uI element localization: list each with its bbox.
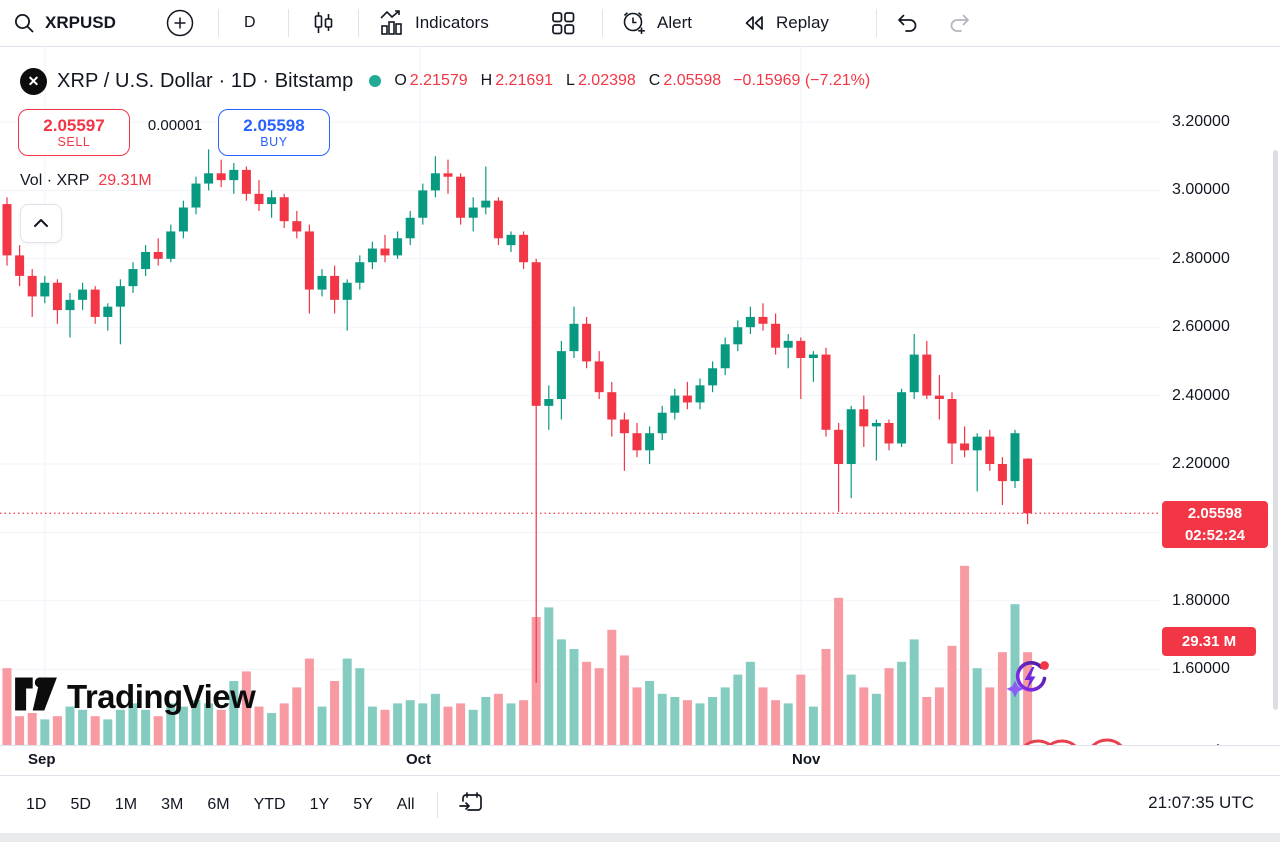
ohlc-open: O 2.21579	[394, 72, 468, 89]
range-button-1m[interactable]: 1M	[114, 796, 138, 813]
chevron-up-icon	[33, 215, 49, 233]
candlestick-style-icon	[310, 10, 336, 36]
chart-style-button[interactable]	[310, 0, 336, 46]
toolbar-divider	[358, 9, 359, 37]
range-button-3m[interactable]: 3M	[161, 796, 184, 813]
month-label-sep: Sep	[28, 751, 56, 768]
xrp-logo-icon: ✕	[20, 67, 47, 95]
interval-label: D	[244, 14, 256, 31]
compare-add-button[interactable]	[165, 0, 195, 46]
last-price-badge: 2.05598 02:52:24	[1162, 501, 1268, 548]
toolbar-divider	[876, 9, 877, 37]
volume-badge: 29.31 M	[1162, 627, 1256, 656]
price-tick-label: 2.60000	[1172, 318, 1230, 336]
range-button-5d[interactable]: 5D	[70, 796, 91, 813]
ohlc-close: C 2.05598	[648, 72, 722, 89]
ai-assistant-icon[interactable]	[1006, 656, 1052, 707]
volume-value: 29.31M	[98, 172, 152, 189]
price-tick-label: 2.80000	[1172, 249, 1230, 267]
volume-row: Vol · XRP 29.31M	[20, 172, 152, 190]
price-tick-label: 2.20000	[1172, 455, 1230, 472]
sell-label: SELL	[57, 135, 91, 150]
goto-date-button[interactable]	[448, 783, 496, 828]
last-price: 2.05598	[1187, 505, 1243, 522]
sell-button[interactable]: 2.05597 SELL	[18, 109, 130, 156]
price-tick-label: 3.20000	[1172, 113, 1230, 130]
vertical-scrollbar[interactable]	[1273, 150, 1278, 710]
watermark-text: TradingView	[67, 677, 256, 715]
month-label-oct: Oct	[406, 751, 432, 768]
range-button-5y[interactable]: 5Y	[353, 796, 373, 813]
price-tick-label: 2.40000	[1172, 386, 1230, 404]
alert-label: Alert	[657, 13, 692, 32]
search-icon	[12, 11, 36, 35]
indicators-icon	[378, 9, 406, 37]
time-axis[interactable]: Sep Oct Nov	[0, 745, 1280, 775]
range-button-ytd[interactable]: YTD	[253, 796, 286, 813]
chart-title[interactable]: XRP / U.S. Dollar · 1D · Bitstamp	[57, 69, 354, 92]
layout-grid-button[interactable]	[549, 0, 577, 46]
ohlc-high: H 2.21691	[480, 72, 554, 89]
bar-countdown: 02:52:24	[1184, 527, 1246, 544]
market-status-dot	[369, 75, 382, 87]
date-range-switcher: 1D 5D 1M 3M 6M YTD 1Y 5Y All	[14, 776, 496, 834]
symbol-header-row: ✕ XRP / U.S. Dollar · 1D · Bitstamp O 2.…	[20, 64, 870, 98]
collapse-panel-button[interactable]	[20, 204, 62, 243]
buy-label: BUY	[260, 135, 288, 150]
alert-button[interactable]: Alert	[620, 0, 692, 46]
month-label-nov: Nov	[792, 751, 821, 768]
calendar-arrow-icon	[458, 789, 486, 822]
symbol-name: XRPUSD	[45, 13, 116, 32]
undo-icon	[893, 9, 921, 37]
toolbar-divider	[218, 9, 219, 37]
spread-value: 0.00001	[147, 117, 203, 134]
bottom-toolbar: 1D 5D 1M 3M 6M YTD 1Y 5Y All 21:07:35 UTC	[0, 775, 1280, 833]
toolbar-divider	[436, 792, 438, 818]
range-button-1d[interactable]: 1D	[26, 796, 47, 813]
window-bottom-strip	[0, 833, 1280, 842]
symbol-search-button[interactable]: XRPUSD	[12, 0, 116, 46]
layout-grid-icon	[549, 9, 577, 37]
replay-icon	[741, 10, 767, 36]
range-button-6m[interactable]: 6M	[207, 796, 230, 813]
alert-clock-icon	[620, 9, 648, 37]
candlestick-chart[interactable]	[0, 47, 1160, 745]
toolbar-divider	[602, 9, 603, 37]
chart-pane: ✕ XRP / U.S. Dollar · 1D · Bitstamp O 2.…	[0, 47, 1280, 783]
buy-button[interactable]: 2.05598 BUY	[218, 109, 330, 156]
redo-button[interactable]	[946, 0, 974, 46]
indicators-button[interactable]: Indicators	[378, 0, 489, 46]
replay-button[interactable]: Replay	[741, 0, 829, 46]
price-tick-label: 1.80000	[1172, 591, 1230, 609]
tradingview-logo-icon	[14, 676, 58, 717]
redo-icon	[946, 9, 974, 37]
price-tick-label: 1.60000	[1172, 660, 1230, 678]
buy-price: 2.05598	[243, 115, 305, 135]
ohlc-change: −0.15969 (−7.21%)	[733, 72, 871, 89]
range-button-1y[interactable]: 1Y	[309, 796, 330, 813]
clock-utc[interactable]: 21:07:35 UTC	[1148, 793, 1254, 812]
sell-price: 2.05597	[43, 115, 105, 135]
interval-button[interactable]: D	[244, 0, 256, 46]
tradingview-watermark: TradingView	[14, 676, 256, 717]
indicators-label: Indicators	[415, 13, 489, 32]
price-tick-label: 3.00000	[1172, 181, 1230, 199]
volume-label: Vol · XRP	[20, 172, 90, 189]
range-button-all[interactable]: All	[396, 796, 415, 813]
undo-button[interactable]	[893, 0, 921, 46]
plus-circle-icon	[165, 8, 195, 38]
replay-label: Replay	[776, 13, 829, 32]
top-toolbar: XRPUSD D	[0, 0, 1280, 47]
ohlc-low: L 2.02398	[566, 72, 636, 89]
toolbar-divider	[288, 9, 289, 37]
